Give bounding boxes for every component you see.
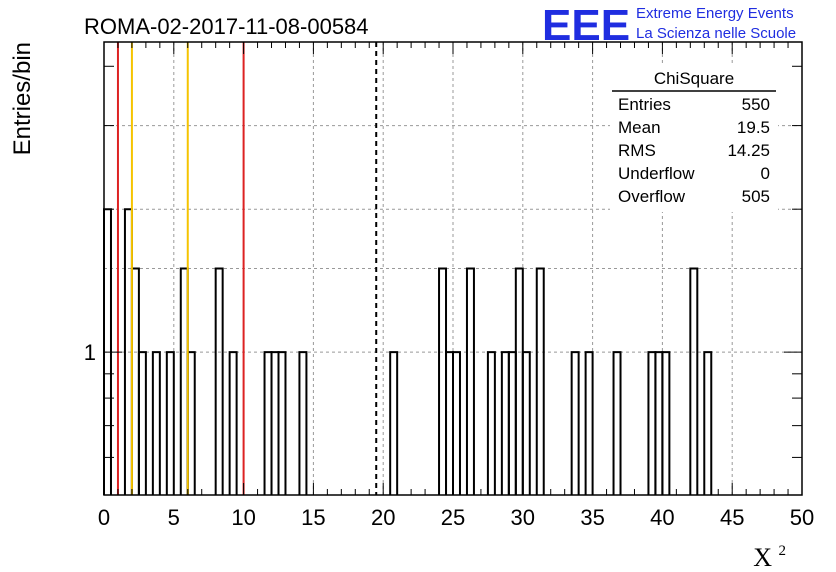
x-tick-label-1: 5	[168, 505, 180, 530]
histogram-bin-26	[584, 351, 594, 495]
x-tick-label-4: 20	[371, 505, 395, 530]
histogram-bin-30	[661, 351, 671, 495]
histogram-bin-4	[151, 351, 161, 495]
y-axis-label: Entries/bin	[9, 42, 36, 155]
eee-logo-line2: La Scienza nelle Scuole	[636, 25, 796, 42]
histogram-bin-16	[445, 351, 454, 495]
histogram-bars	[103, 208, 713, 495]
histogram-bin-28	[647, 351, 657, 495]
y-tick-label-0: 1	[84, 340, 96, 365]
histogram-bin-13	[298, 351, 308, 495]
x-tick-label-8: 40	[650, 505, 674, 530]
histogram-bin-10	[263, 351, 273, 495]
stats-row-label-overflow: Overflow	[618, 187, 686, 206]
stats-row-value-mean: 19.5	[737, 118, 770, 137]
x-tick-label-9: 45	[720, 505, 744, 530]
histogram-bin-6	[179, 267, 189, 495]
x-tick-label-7: 35	[580, 505, 604, 530]
axes: 0 5 10 15 20 25 30 35 40 45 50 1	[84, 41, 814, 530]
histogram-bin-8	[214, 267, 224, 495]
x-tick-label-5: 25	[441, 505, 465, 530]
histogram-bin-22	[514, 267, 524, 495]
x-tick-label-0: 0	[98, 505, 110, 530]
histogram-bin-11	[270, 351, 280, 495]
histogram-bin-25	[570, 351, 580, 495]
histogram-bin-14	[389, 351, 399, 495]
stats-row-label-underflow: Underflow	[618, 164, 695, 183]
stats-row-value-entries: 550	[742, 95, 770, 114]
histogram-bin-15	[438, 267, 448, 495]
x-axis-label-superscript: 2	[779, 543, 787, 559]
eee-logo-mark: EEE	[542, 1, 630, 50]
stats-box: ChiSquare Entries 550 Mean 19.5 RMS 14.25 Unde…	[610, 64, 778, 212]
x-tick-label-10: 50	[790, 505, 814, 530]
threshold-lines	[116, 42, 378, 495]
histogram-bin-3	[137, 351, 147, 495]
histogram-bin-2	[130, 267, 140, 495]
x-axis-label: X 2	[753, 543, 786, 572]
histogram-bin-21	[507, 351, 517, 495]
x-tick-label-6: 30	[511, 505, 535, 530]
stats-row-value-overflow: 505	[742, 187, 770, 206]
x-tick-label-2: 10	[231, 505, 255, 530]
histogram-bin-24	[535, 267, 545, 495]
x-tick-label-3: 15	[301, 505, 325, 530]
histogram-bin-17	[452, 351, 461, 495]
histogram-bin-31	[689, 267, 699, 495]
stats-row-label-rms: RMS	[618, 141, 656, 160]
histogram-bin-23	[521, 351, 531, 495]
stats-row-label-mean: Mean	[618, 118, 661, 137]
histogram-bin-20	[500, 351, 510, 495]
histogram-bin-7	[186, 351, 196, 495]
stats-box-rows: Entries 550 Mean 19.5 RMS 14.25 Underflow 0 Over…	[618, 95, 770, 206]
eee-logo: EEE Extreme Energy Events La Scienza nel…	[542, 1, 796, 50]
stats-box-background	[610, 64, 778, 212]
stats-row-value-rms: 14.25	[727, 141, 770, 160]
histogram-bin-27	[612, 351, 622, 495]
stats-row-value-underflow: 0	[761, 164, 770, 183]
x-axis-label-base: X	[753, 543, 772, 572]
stats-box-title: ChiSquare	[654, 69, 734, 88]
histogram-bin-29	[654, 351, 664, 495]
histogram-bin-19	[486, 351, 496, 495]
histogram-bin-5	[165, 351, 175, 495]
chart-title: ROMA-02-2017-11-08-00584	[84, 14, 369, 39]
histogram-bin-18	[465, 267, 475, 495]
stats-row-label-entries: Entries	[618, 95, 671, 114]
eee-logo-line1: Extreme Energy Events	[636, 5, 794, 22]
histogram-bin-32	[703, 351, 713, 495]
histogram-bin-9	[228, 351, 238, 495]
histogram-bin-12	[277, 351, 287, 495]
